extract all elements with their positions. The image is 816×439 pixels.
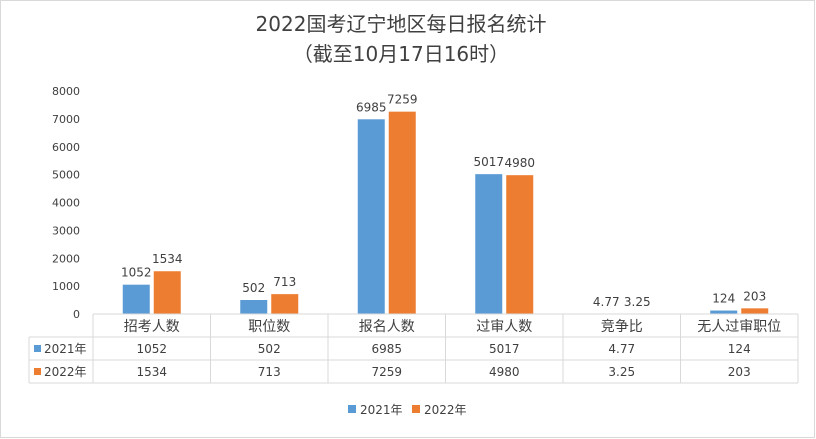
- category-label: 报名人数: [359, 319, 415, 335]
- data-label: 4980: [504, 156, 535, 170]
- table-cell: 1052: [136, 342, 167, 356]
- bar: [710, 310, 738, 314]
- data-label: 502: [242, 281, 265, 295]
- category-label: 竞争比: [601, 318, 643, 335]
- y-tick-label: 1000: [52, 280, 80, 293]
- y-tick-label: 4000: [52, 197, 80, 210]
- bar: [506, 175, 534, 314]
- table-cell: 203: [728, 365, 751, 379]
- data-label: 1052: [121, 266, 152, 280]
- table-cell: 502: [258, 342, 281, 356]
- data-label: 7259: [387, 93, 418, 107]
- data-table: 招考人数 职位数 报名人数 过审人数 竞争比 无人过审职位 2021年 1052 502 6985…: [28, 313, 799, 384]
- chart-subtitle: （截至10月17日16时）: [293, 42, 509, 66]
- bar: [741, 308, 769, 314]
- y-tick-label: 8000: [52, 85, 80, 98]
- bar: [240, 300, 268, 314]
- legend-label: 2021年: [360, 403, 403, 417]
- y-tick-label: 3000: [52, 224, 80, 237]
- table-cell: 4980: [489, 365, 520, 379]
- data-label: 5017: [473, 155, 504, 169]
- table-cell: 1534: [136, 365, 167, 379]
- category-label: 招考人数: [124, 319, 180, 335]
- data-label: 4.77: [593, 295, 620, 309]
- bar: [475, 174, 503, 314]
- bar: [122, 284, 150, 314]
- data-label: 124: [712, 292, 735, 306]
- data-label: 203: [743, 289, 766, 303]
- bar: [357, 119, 385, 314]
- bar: [153, 271, 181, 314]
- legend-key: [412, 405, 420, 413]
- bar: [388, 111, 416, 315]
- category-label: 职位数: [248, 319, 290, 335]
- table-series-name: 2021年: [44, 342, 87, 356]
- data-label: 6985: [356, 100, 387, 114]
- table-series-name: 2022年: [44, 365, 87, 379]
- legend-key: [348, 405, 356, 413]
- table-cell: 5017: [489, 342, 520, 356]
- y-tick-label: 0: [73, 308, 80, 321]
- bar: [271, 294, 299, 314]
- data-label: 1534: [152, 252, 183, 266]
- y-tick-label: 5000: [52, 169, 80, 182]
- legend-label: 2022年: [424, 403, 467, 417]
- category-label: 过审人数: [476, 319, 532, 335]
- data-labels: 1052 502 6985 5017 4.77 124 1534 713 7259 4980 3.2…: [121, 93, 766, 309]
- table-cell: 124: [728, 342, 751, 356]
- table-cell: 713: [258, 365, 281, 379]
- table-legend-key: [34, 368, 41, 375]
- y-tick-label: 6000: [52, 141, 80, 154]
- y-tick-label: 2000: [52, 252, 80, 265]
- table-cell: 3.25: [608, 365, 635, 379]
- table-cell: 6985: [371, 342, 402, 356]
- legend: 2021年 2022年: [348, 403, 467, 417]
- data-label: 713: [273, 275, 296, 289]
- table-cell: 4.77: [608, 342, 635, 356]
- chart-title: 2022国考辽宁地区每日报名统计: [256, 12, 547, 36]
- category-label: 无人过审职位: [697, 319, 781, 335]
- data-label: 3.25: [624, 295, 651, 309]
- y-tick-label: 7000: [52, 113, 80, 126]
- bars: [122, 111, 769, 315]
- table-legend-key: [34, 345, 41, 352]
- y-axis: 0 1000 2000 3000 4000 5000 6000 7000 8000: [52, 85, 80, 321]
- table-cell: 7259: [371, 365, 402, 379]
